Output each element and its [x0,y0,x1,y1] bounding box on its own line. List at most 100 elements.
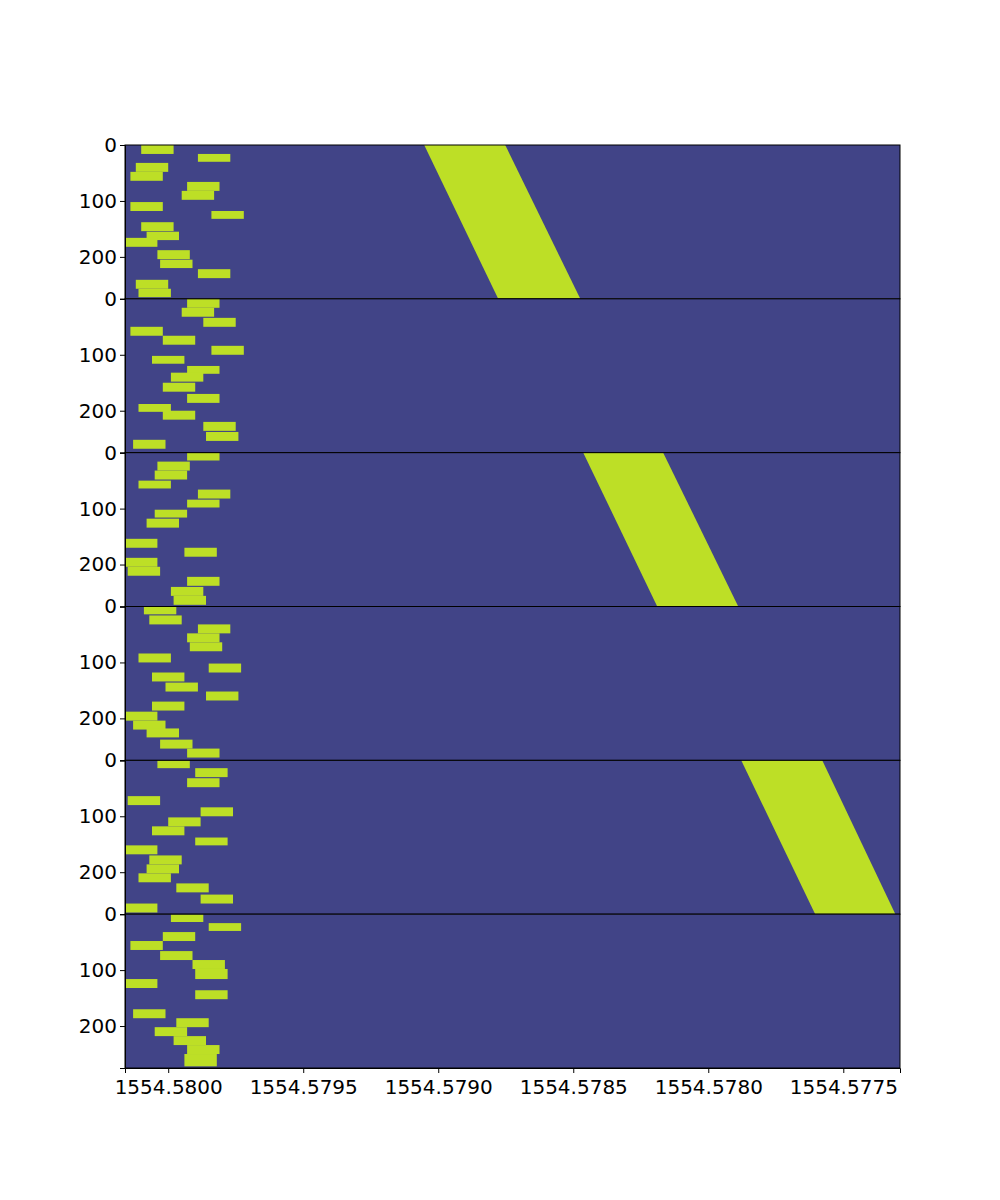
signal-cell [133,440,165,449]
x-tick-label: 1554.5775 [790,1075,898,1099]
signal-cell [125,845,157,854]
signal-cell [157,462,189,471]
signal-cell [171,373,203,382]
signal-cell [187,182,219,191]
y-axis: 0100200 [79,902,126,1068]
signal-cell [130,327,162,336]
y-axis-line [120,761,126,915]
signal-cell [163,383,195,392]
y-tick-label: 200 [79,860,117,884]
y-tick: 100 [79,343,125,367]
y-tick-label: 200 [79,552,117,576]
y-tick-label: 100 [79,804,117,828]
signal-cell [125,904,157,913]
y-axis: 0 100 200 [79,441,126,607]
x-tick: 1554.5795 [250,1068,358,1099]
y-tick: 200 [79,245,125,269]
signal-cell [160,951,192,960]
x-tick: 1554.5775 [790,1068,898,1099]
signal-cell [160,260,192,268]
signal-cell [147,864,179,873]
plot-area [125,453,900,607]
y-tick-mark [120,145,125,146]
signal-cell [209,923,241,931]
signal-cell [168,817,200,826]
x-tick-mark [303,1068,304,1073]
signal-cell [130,202,162,211]
signal-cell [139,873,171,882]
signal-cell [157,760,189,768]
signal-cell [187,749,219,758]
signal-cell [147,519,179,528]
x-tick-label: 1554.5795 [250,1075,358,1099]
y-tick-mark [120,453,125,454]
background-cell [125,914,900,1068]
signal-cell [198,490,230,499]
y-tick-label: 200 [79,706,117,730]
y-tick: 200 [79,399,125,423]
signal-cell [166,683,198,692]
y-tick: 200 [79,860,125,884]
y-tick-label: 100 [79,343,117,367]
signal-cell [195,969,227,979]
y-tick-mark [120,1026,125,1027]
x-tick: 1554.5785 [520,1068,628,1099]
signal-cell [187,394,219,403]
plot-area [125,145,900,299]
plot-area [125,914,900,1068]
signal-cell [139,481,171,489]
signal-cell [198,624,230,633]
y-tick-mark [120,355,125,356]
signal-cell [141,145,173,154]
y-tick-mark [120,872,125,873]
panel-frame [125,453,900,607]
y-tick-mark [120,816,125,817]
signal-cell [155,1027,187,1036]
signal-cell [182,191,214,200]
signal-cell [171,914,203,922]
y-tick: 100 [79,189,125,213]
signal-cell [152,356,184,364]
signal-cell [206,432,238,441]
signal-cell [163,336,195,345]
y-tick-label: 100 [79,958,117,982]
y-tick-mark [120,607,125,608]
signal-cell [133,721,165,730]
plot-area [125,760,900,914]
signal-cell [187,453,219,461]
signal-cell [163,411,195,420]
sweep-band [424,145,580,299]
signal-cell [195,838,227,846]
signal-cell [176,1018,208,1027]
signal-cell [125,238,157,247]
panel: 0 100 200 [79,441,900,607]
signal-cell [130,941,162,950]
x-tick: 1554.5800 [115,1068,223,1099]
background-cell [125,299,900,453]
signal-cell [203,318,235,327]
x-axis-line [126,1069,901,1074]
y-tick: 0 [104,441,125,465]
panel: 0100200 [79,902,900,1068]
plot-area [125,607,900,761]
y-tick-mark [120,970,125,971]
signal-cell [195,990,227,999]
signal-cell [190,642,222,651]
y-axis: 0100200 [79,594,126,760]
signal-cell [128,567,160,576]
signal-cell [125,712,157,721]
x-tick-label: 1554.5785 [520,1075,628,1099]
plot-area [125,299,900,453]
sweep-band [583,453,738,607]
signal-cell [152,826,184,835]
y-tick-label: 100 [79,497,117,521]
signal-cell [125,979,157,988]
x-tick-mark [438,1068,439,1073]
y-tick-label: 0 [104,133,117,157]
y-tick: 100 [79,958,125,982]
y-tick-label: 200 [79,1014,117,1038]
y-tick-mark [120,760,125,761]
signal-cell [187,577,219,586]
y-axis-line [120,299,126,453]
signal-cell [211,211,243,219]
